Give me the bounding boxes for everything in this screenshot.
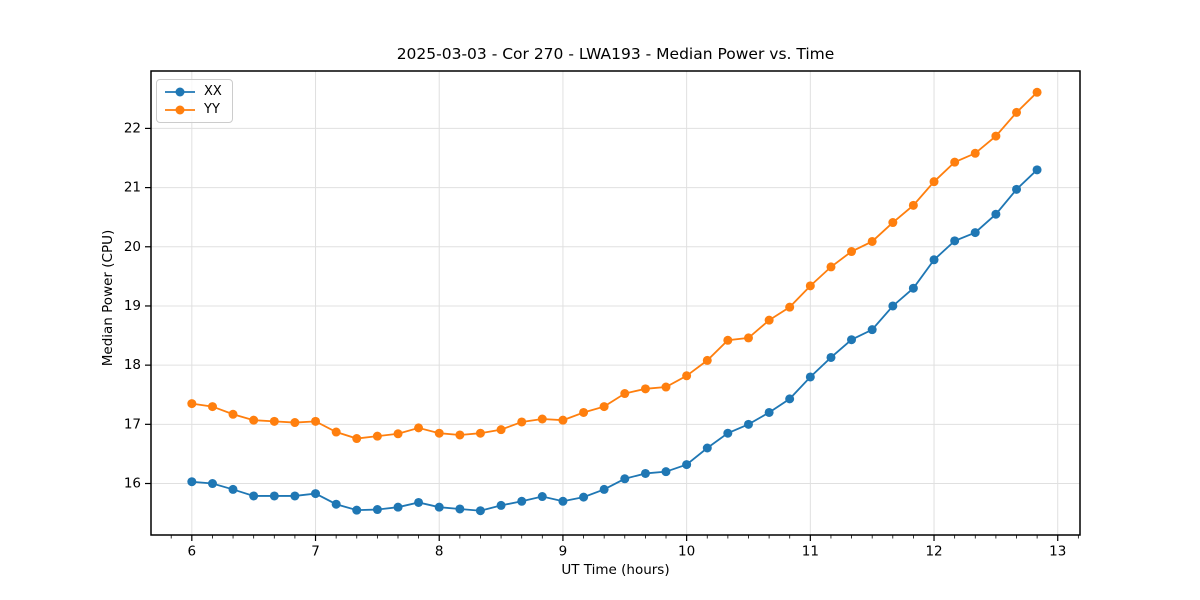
plot-frame	[150, 70, 1081, 536]
svg-text:6: 6	[188, 544, 197, 560]
legend: XX YY	[156, 79, 233, 123]
svg-text:20: 20	[124, 239, 141, 255]
legend-item-xx: XX	[164, 85, 222, 99]
grid-lines	[151, 71, 1080, 535]
svg-text:9: 9	[559, 544, 568, 560]
series-line-xx	[191, 169, 1038, 512]
svg-text:17: 17	[124, 416, 141, 432]
legend-line-marker-yy-icon	[165, 105, 195, 115]
svg-text:7: 7	[311, 544, 320, 560]
axis-ticks	[145, 127, 1079, 541]
legend-item-yy: YY	[164, 103, 222, 117]
svg-text:12: 12	[925, 544, 942, 560]
x-axis-label: UT Time (hours)	[561, 562, 670, 578]
legend-line-marker-xx-icon	[165, 87, 195, 97]
svg-text:13: 13	[1049, 544, 1066, 560]
svg-text:8: 8	[435, 544, 444, 560]
legend-label-xx: XX	[204, 84, 222, 99]
svg-text:10: 10	[678, 544, 695, 560]
svg-text:19: 19	[124, 298, 141, 314]
legend-label-yy: YY	[204, 102, 220, 117]
svg-text:18: 18	[124, 357, 141, 373]
chart-title: 2025-03-03 - Cor 270 - LWA193 - Median P…	[396, 45, 835, 63]
svg-text:21: 21	[124, 180, 141, 196]
svg-text:22: 22	[124, 120, 141, 136]
series-markers-yy	[187, 87, 1042, 444]
y-tick-labels: 16 17 18 19 20 21 22	[124, 120, 141, 491]
svg-text:11: 11	[802, 544, 819, 560]
series-line-yy	[191, 91, 1038, 440]
y-axis-label: Median Power (CPU)	[100, 229, 116, 367]
series-markers-xx	[187, 165, 1042, 516]
svg-text:16: 16	[124, 476, 141, 492]
x-tick-labels: 6 7 8 9 10 11 12 13	[188, 544, 1067, 560]
